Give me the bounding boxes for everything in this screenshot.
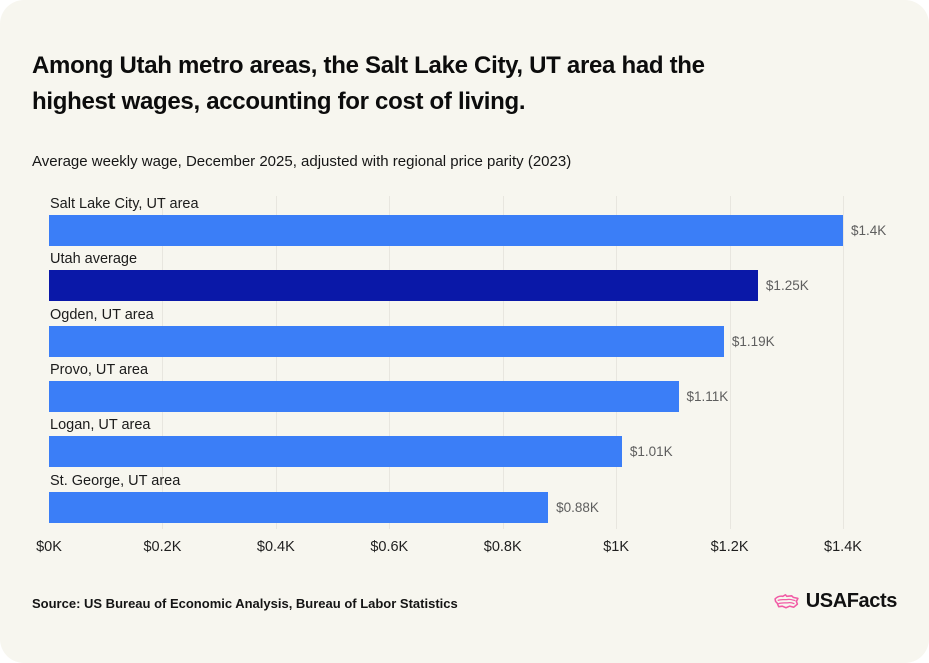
category-label: St. George, UT area [50, 472, 181, 489]
value-label: $1.19K [731, 333, 775, 349]
bar[interactable] [49, 215, 843, 246]
gridline [275, 196, 277, 529]
category-label: Provo, UT area [50, 361, 149, 378]
source-note: Source: US Bureau of Economic Analysis, … [32, 596, 458, 611]
plot-area: Salt Lake City, UT area $1.4K Utah average… [49, 196, 886, 529]
bar[interactable] [49, 380, 679, 412]
chart-title-line2: highest wages, accounting for cost of li… [32, 88, 526, 115]
gridline [162, 196, 164, 529]
category-label: Utah average [50, 251, 138, 268]
x-tick-label: $0.6K [370, 539, 409, 555]
category-label: Logan, UT area [50, 417, 151, 434]
gridline [616, 196, 618, 529]
chart-row: Ogden, UT area $1.19K [49, 307, 929, 362]
bar[interactable] [49, 270, 758, 302]
category-label: Ogden, UT area [50, 306, 154, 323]
value-label: $0.88K [556, 499, 599, 515]
x-tick-label: $0K [36, 539, 62, 555]
value-label: $1.25K [765, 278, 809, 294]
x-tick-label: $1.2K [710, 539, 749, 555]
x-tick-label: $0.8K [483, 539, 522, 555]
value-label: $1.4K [851, 223, 887, 238]
gridline [502, 196, 504, 529]
usafacts-wordmark: USAFacts [805, 590, 898, 612]
bar[interactable] [49, 491, 549, 523]
x-tick-label: $1.4K [824, 539, 862, 555]
category-label: Salt Lake City, UT area [50, 196, 199, 212]
value-label: $1.11K [686, 388, 729, 404]
value-label: $1.01K [629, 444, 673, 460]
chart-row: Provo, UT area $1.11K [49, 362, 929, 417]
x-tick-label: $0.2K [143, 539, 182, 555]
chart-title: Among Utah metro areas, the Salt Lake Ci… [32, 48, 902, 120]
chart-row: Utah average $1.25K [49, 251, 929, 306]
chart-row: Logan, UT area $1.01K [49, 417, 929, 472]
bar[interactable] [49, 436, 622, 468]
chart-subtitle: Average weekly wage, December 2025, adju… [32, 153, 572, 170]
chart-title-line1: Among Utah metro areas, the Salt Lake Ci… [32, 52, 705, 79]
chart-row: Salt Lake City, UT area $1.4K [49, 196, 929, 251]
x-tick-label: $1K [603, 539, 630, 555]
gridline [389, 196, 391, 529]
gridline [843, 196, 844, 529]
usa-map-icon [773, 591, 800, 612]
bar[interactable] [49, 325, 724, 357]
gridline [729, 196, 731, 529]
usafacts-logo[interactable]: USAFacts [773, 590, 897, 613]
x-axis: $0K $0.2K $0.4K $0.6K $0.8K $1K $1.2K $1.4K [36, 539, 862, 557]
x-tick-label: $0.4K [256, 539, 295, 555]
chart-row: St. George, UT area $0.88K [49, 473, 929, 528]
